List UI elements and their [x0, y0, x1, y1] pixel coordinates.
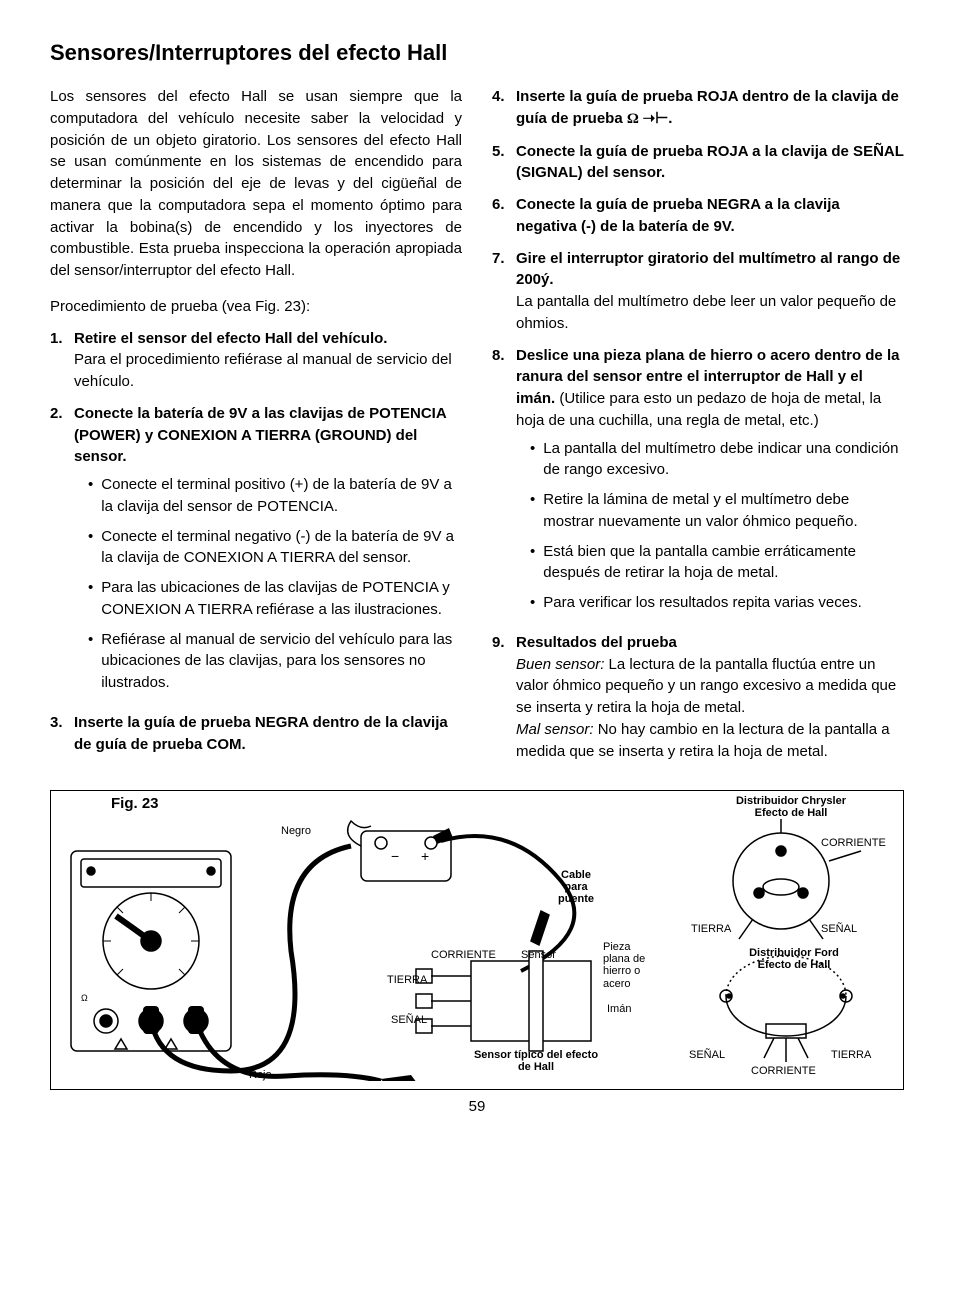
step-7: 7. Gire el interruptor giratorio del mul…	[492, 248, 904, 335]
step-number: 7.	[492, 248, 516, 335]
label-senal3: SEÑAL	[689, 1049, 725, 1061]
step-lead: Conecte la guía de prueba NEGRA a la cla…	[516, 194, 904, 238]
step-2: 2. Conecte la batería de 9V a las clavij…	[50, 403, 462, 702]
list-item: La pantalla del multímetro debe indicar …	[530, 438, 904, 482]
label-sensor: Sensor	[521, 949, 556, 961]
label-sensor-tipico: Sensor típico del efecto de Hall	[471, 1049, 601, 1073]
step-lead: Conecte la guía de prueba ROJA a la clav…	[516, 141, 904, 185]
ohm-diode-icon: Ω ➝⊢	[627, 111, 668, 127]
step-number: 8.	[492, 345, 516, 622]
label-tierra: TIERRA	[387, 974, 427, 986]
step-number: 1.	[50, 328, 74, 393]
label-chrysler: Distribuidor Chrysler Efecto de Hall	[721, 795, 861, 819]
label-ford: Distribuidor Ford Efecto de Hall	[739, 947, 849, 971]
step-number: 9.	[492, 632, 516, 763]
list-item: Retire la lámina de metal y el multímetr…	[530, 489, 904, 533]
svg-text:−: −	[391, 848, 399, 864]
list-item: Refiérase al manual de servicio del vehí…	[88, 629, 462, 694]
page-number: 59	[50, 1098, 904, 1115]
step-1: 1. Retire el sensor del efecto Hall del …	[50, 328, 462, 393]
label-rojo: Rojo	[249, 1069, 272, 1081]
label-pieza: Pieza plana de hierro o acero	[603, 941, 658, 989]
step-number: 4.	[492, 86, 516, 131]
label-corriente: CORRIENTE	[431, 949, 496, 961]
step-lead: Gire el interruptor giratorio del multím…	[516, 250, 900, 289]
list-item: Conecte el terminal positivo (+) de la b…	[88, 474, 462, 518]
step-5: 5. Conecte la guía de prueba ROJA a la c…	[492, 141, 904, 185]
right-column: 4. Inserte la guía de prueba ROJA dentro…	[492, 86, 904, 772]
intro-paragraph: Los sensores del efecto Hall se usan sie…	[50, 86, 462, 282]
label-corriente2: CORRIENTE	[821, 837, 886, 849]
label-tierra2: TIERRA	[691, 923, 731, 935]
label-senal2: SEÑAL	[821, 923, 857, 935]
good-sensor-label: Buen sensor:	[516, 656, 604, 673]
list-item: Está bien que la pantalla cambie errátic…	[530, 541, 904, 585]
label-corriente3: CORRIENTE	[751, 1065, 816, 1077]
step-8: 8. Deslice una pieza plana de hierro o a…	[492, 345, 904, 622]
svg-text:Ω: Ω	[81, 993, 88, 1003]
left-step-list: 1. Retire el sensor del efecto Hall del …	[50, 328, 462, 756]
step-3: 3. Inserte la guía de prueba NEGRA dentr…	[50, 712, 462, 756]
procedure-label: Procedimiento de prueba (vea Fig. 23):	[50, 296, 462, 318]
svg-text:+: +	[421, 848, 429, 864]
label-iman: Imán	[607, 1003, 631, 1015]
list-item: Conecte el terminal negativo (-) de la b…	[88, 526, 462, 570]
step-lead: Conecte la batería de 9V a las clavijas …	[74, 405, 446, 466]
step-4: 4. Inserte la guía de prueba ROJA dentro…	[492, 86, 904, 131]
left-column: Los sensores del efecto Hall se usan sie…	[50, 86, 462, 772]
step-tail: Para el procedimiento refiérase al manua…	[74, 351, 452, 390]
label-tierra3: TIERRA	[831, 1049, 871, 1061]
step-lead-end: .	[668, 110, 672, 127]
step-tail: La pantalla del multímetro debe leer un …	[516, 293, 896, 332]
step-lead: Retire el sensor del efecto Hall del veh…	[74, 330, 387, 347]
step-9: 9. Resultados del prueba Buen sensor: La…	[492, 632, 904, 763]
label-negro: Negro	[281, 825, 311, 837]
list-item: Para las ubicaciones de las clavijas de …	[88, 577, 462, 621]
right-step-list: 4. Inserte la guía de prueba ROJA dentro…	[492, 86, 904, 762]
list-item: Para verificar los resultados repita var…	[530, 592, 904, 614]
bad-sensor-label: Mal sensor:	[516, 721, 594, 738]
page-title: Sensores/Interruptores del efecto Hall	[50, 40, 904, 66]
content-columns: Los sensores del efecto Hall se usan sie…	[50, 86, 904, 772]
step-lead: Inserte la guía de prueba NEGRA dentro d…	[74, 712, 462, 756]
step-tail: (Utilice para esto un pedazo de hoja de …	[516, 390, 881, 429]
label-cable-puente: Cable para puente	[551, 869, 601, 905]
step-lead: Inserte la guía de prueba ROJA dentro de…	[516, 88, 899, 127]
label-senal: SEÑAL	[391, 1014, 427, 1026]
figure-23: Fig. 23	[50, 790, 904, 1090]
step-8-bullets: La pantalla del multímetro debe indicar …	[516, 438, 904, 614]
step-6: 6. Conecte la guía de prueba NEGRA a la …	[492, 194, 904, 238]
step-number: 5.	[492, 141, 516, 185]
step-number: 2.	[50, 403, 74, 702]
step-number: 3.	[50, 712, 74, 756]
step-2-bullets: Conecte el terminal positivo (+) de la b…	[74, 474, 462, 694]
figure-diagram: Ω − +	[61, 801, 891, 1081]
step-number: 6.	[492, 194, 516, 238]
figure-title: Fig. 23	[111, 795, 159, 812]
step-lead: Resultados del prueba	[516, 634, 677, 651]
